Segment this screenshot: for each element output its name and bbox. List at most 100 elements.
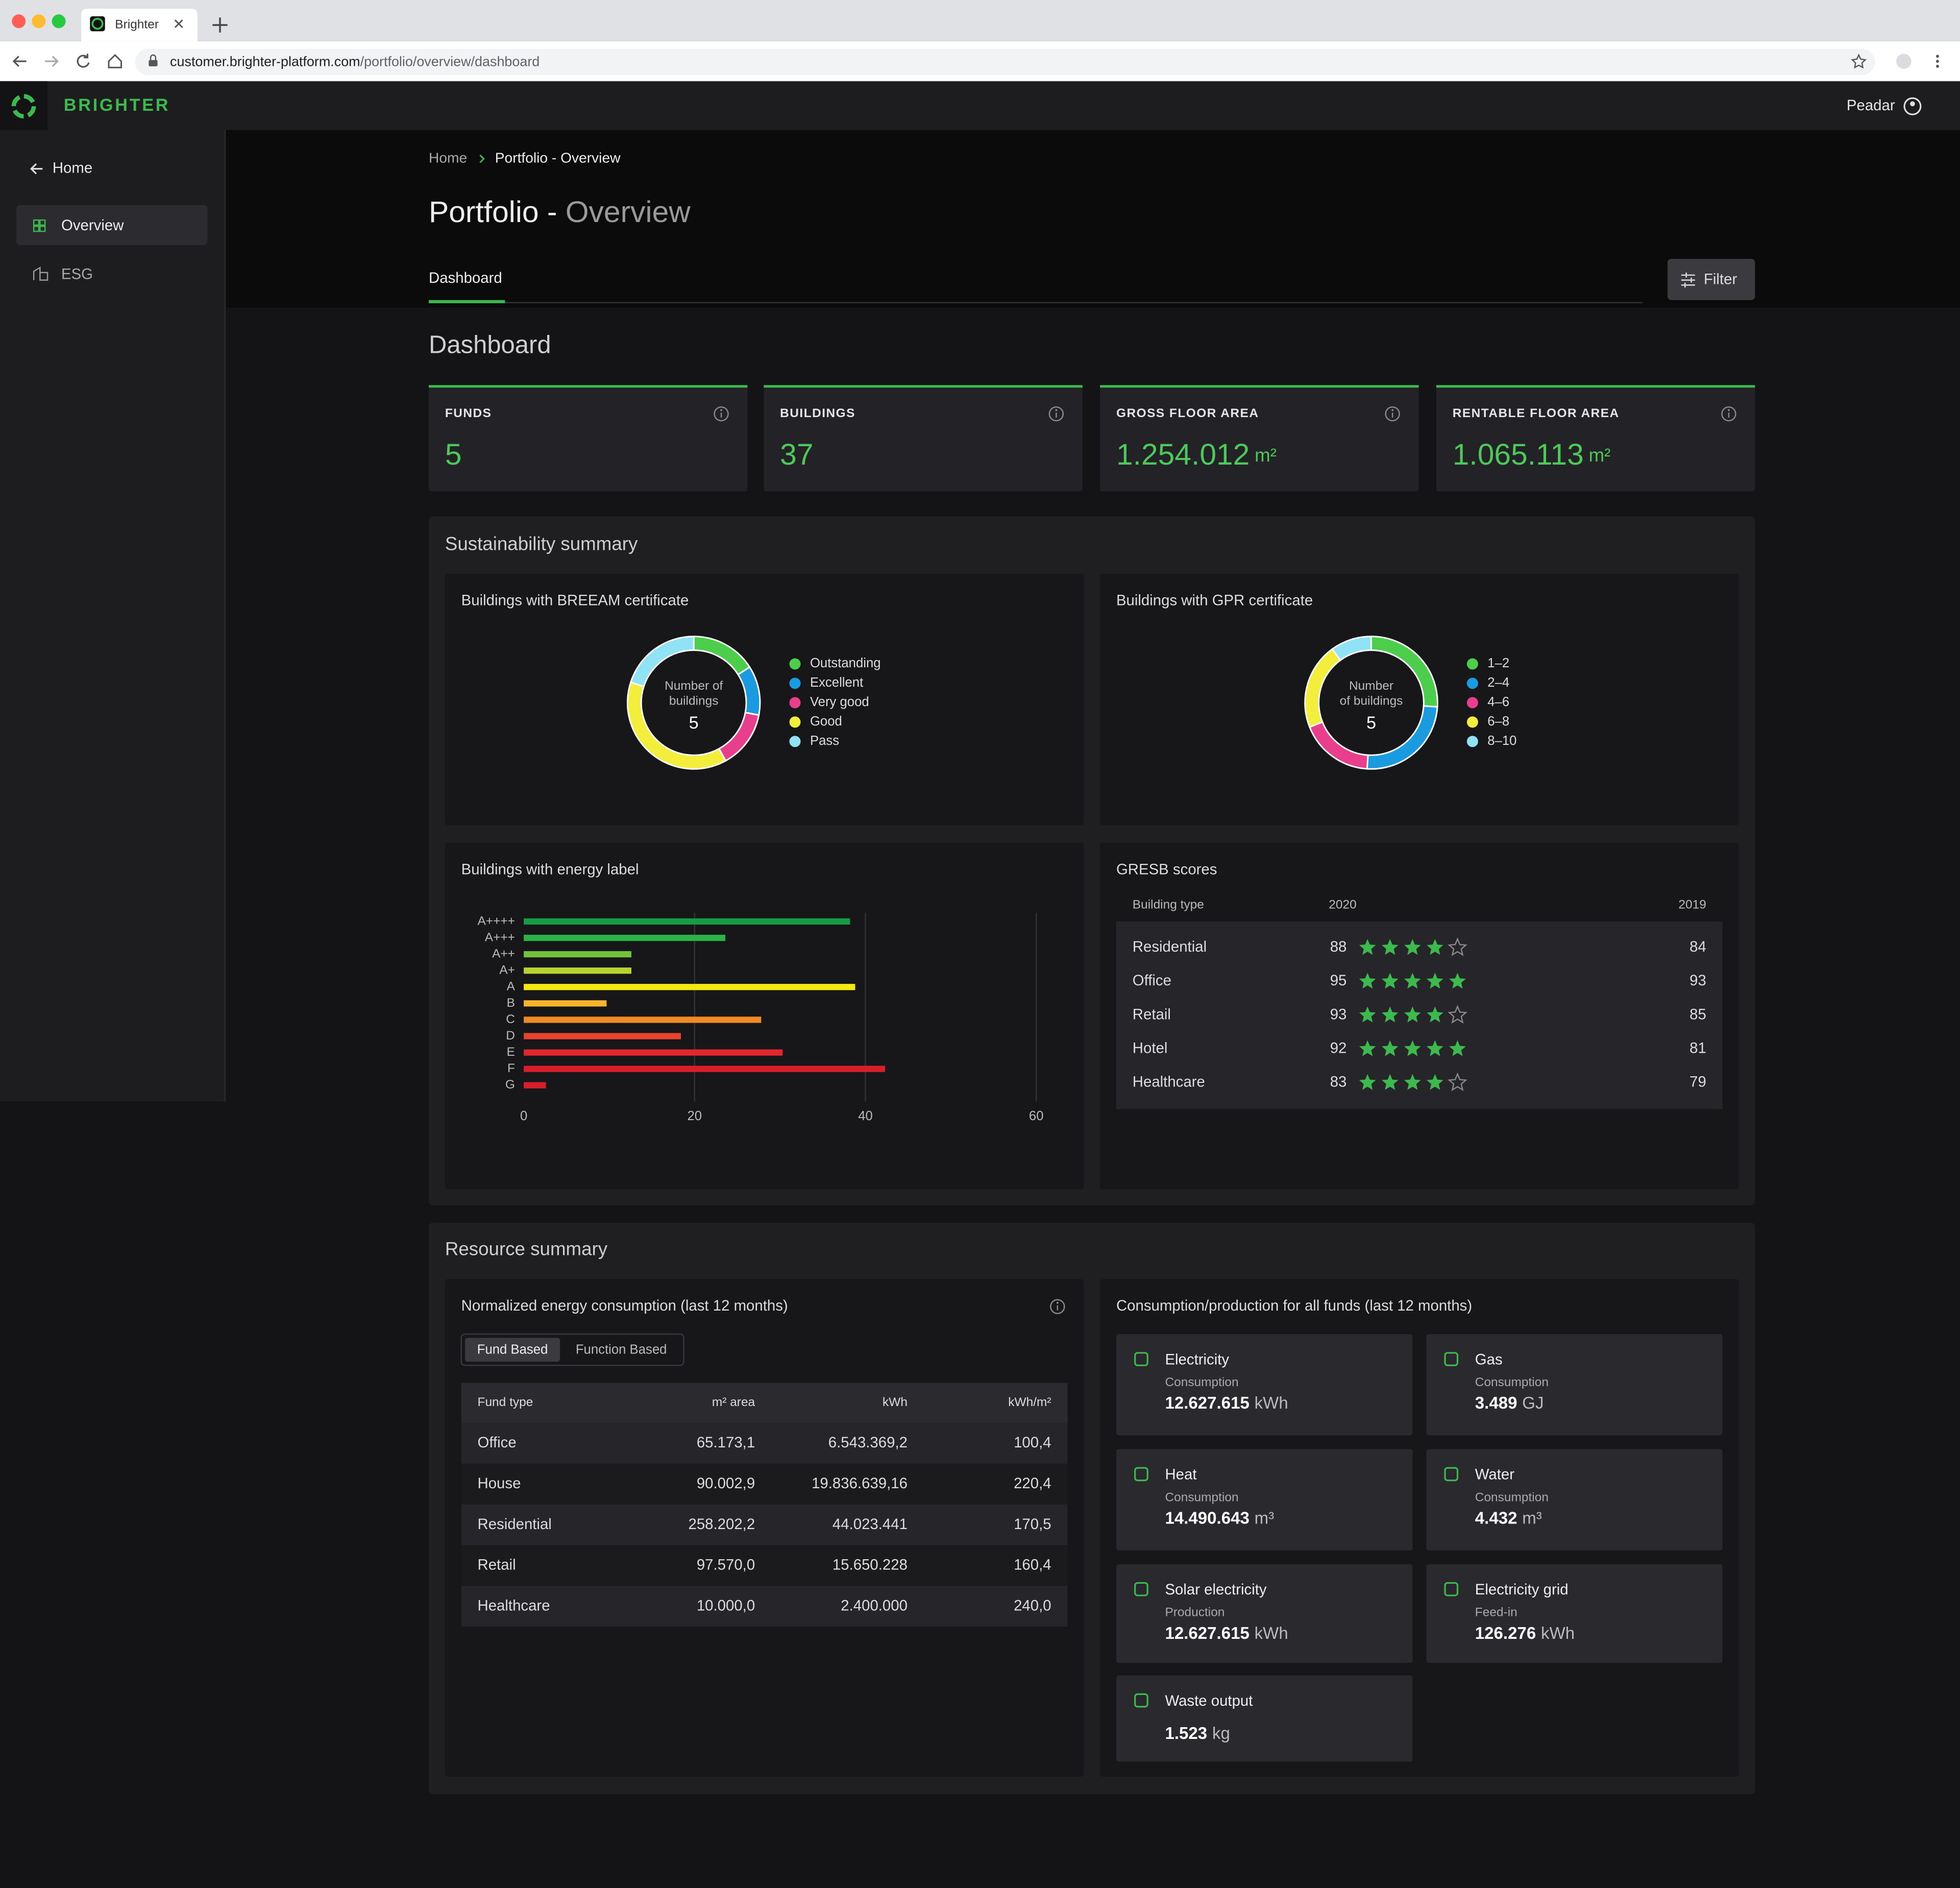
resource-card [1116, 1675, 1413, 1762]
legend-label: Good [810, 714, 842, 729]
sidebar-item[interactable]: Overview [61, 217, 124, 234]
kpi-card [1100, 385, 1419, 492]
donut-center-value: 5 [1366, 713, 1376, 733]
toggle [460, 1333, 684, 1366]
donut-segment [1331, 636, 1372, 662]
kpi: 37 [780, 438, 813, 471]
column-header: 2020 [1329, 898, 1356, 912]
info-icon-dot [1055, 409, 1058, 412]
panel-title: Resource summary [445, 1239, 608, 1260]
y-tick-label: A [507, 980, 516, 994]
score-2019: 93 [1689, 972, 1706, 989]
sidebar-item[interactable]: ESG [61, 266, 93, 283]
menu-dot [1935, 55, 1939, 58]
resource-amount: 1.523 kg [1165, 1724, 1230, 1742]
breadcrumb-current: Portfolio - Overview [495, 150, 621, 165]
y-tick-label: B [507, 996, 515, 1010]
filter-button[interactable] [1667, 258, 1755, 300]
toggle-option[interactable]: Fund Based [477, 1343, 548, 1357]
back-button[interactable] [12, 56, 27, 67]
user-icon[interactable] [1903, 97, 1922, 115]
toggle-option[interactable]: Function Based [576, 1343, 667, 1357]
tab-title: Brighter [115, 17, 159, 31]
info-icon-dot [1391, 409, 1394, 412]
legend-swatch [1466, 736, 1478, 747]
bar [524, 967, 631, 974]
kpi-card [764, 385, 1083, 492]
x-tick-label: 20 [688, 1109, 702, 1123]
resource-value: 14.490.643 [1165, 1509, 1249, 1528]
url-path: /portfolio/overview/dashboard [360, 54, 540, 69]
resource-name: Waste output [1165, 1692, 1253, 1709]
kpi-value: 5 [445, 438, 462, 471]
table-row [461, 1422, 1068, 1464]
star-filled [1359, 1006, 1376, 1023]
resource-card [1426, 1564, 1723, 1663]
profile-icon[interactable] [1896, 54, 1912, 69]
resource-value: 12.627.615 [1165, 1394, 1249, 1413]
resource-name: Electricity [1165, 1351, 1229, 1368]
page-title: Portfolio - Overview [429, 195, 691, 228]
chart-card [445, 574, 1084, 826]
info-icon [1721, 406, 1736, 422]
resource-sub: Consumption [1475, 1375, 1549, 1389]
user-icon-head [1910, 101, 1915, 107]
chart-card [445, 842, 1084, 1189]
resource-card [1116, 1334, 1413, 1436]
star-filled [1404, 1006, 1421, 1023]
sidebar [0, 130, 225, 1102]
resource-unit: kg [1212, 1724, 1230, 1742]
info-icon [1050, 1299, 1065, 1314]
kpi-label: RENTABLE FLOOR AREA [1453, 406, 1620, 420]
y-tick-label: A++ [492, 947, 515, 961]
home-button[interactable] [108, 54, 122, 68]
resource-card [1426, 1334, 1723, 1436]
card-title: Normalized energy consumption (last 12 m… [461, 1297, 788, 1314]
resource-value: 4.432 [1475, 1509, 1517, 1528]
table-cell: 10.000,0 [697, 1597, 755, 1614]
row-label: Retail [1133, 1006, 1171, 1023]
star-rating [1359, 1072, 1467, 1092]
kpi: 1.254.012 m² [1116, 438, 1277, 471]
app-header [0, 81, 1960, 130]
window-control [32, 14, 46, 29]
new-tab[interactable] [212, 17, 228, 33]
star-filled [1381, 1074, 1399, 1090]
star-filled [1359, 973, 1376, 989]
omnibox[interactable] [135, 49, 1875, 75]
info-icon-dot [1727, 409, 1730, 412]
star-filled [1381, 939, 1399, 955]
sidebar-back[interactable]: Home [53, 159, 92, 176]
resource-unit: m³ [1255, 1509, 1275, 1528]
y-tick-label: C [506, 1012, 515, 1026]
star-empty [1448, 1005, 1467, 1024]
resource-amount: 14.490.643 m³ [1165, 1509, 1274, 1528]
tab-label[interactable]: Dashboard [429, 270, 502, 286]
table-cell: 90.002,9 [697, 1475, 755, 1492]
star-filled [1404, 1040, 1421, 1056]
y-tick-label: F [507, 1061, 515, 1075]
star-rating [1359, 937, 1467, 956]
legend-label: 2–4 [1487, 675, 1509, 690]
bar [524, 951, 631, 958]
info-icon-dot [720, 409, 723, 412]
user-name: Peadar [1847, 97, 1895, 114]
tab-close[interactable] [174, 19, 183, 28]
kpi-label: FUNDS [445, 406, 492, 420]
back-arrow [30, 163, 43, 175]
y-tick-label: A+ [499, 963, 515, 977]
tab-indicator [429, 300, 505, 303]
table-cell: 65.173,1 [697, 1434, 755, 1451]
legend-swatch [789, 658, 801, 670]
breadcrumb-link[interactable]: Home [429, 150, 467, 165]
star-filled [1427, 939, 1443, 955]
resource-icon [1134, 1693, 1148, 1708]
resource-icon [1444, 1352, 1459, 1366]
bookmark-star[interactable] [1851, 53, 1867, 69]
star-filled [1381, 973, 1399, 989]
forward-button[interactable] [45, 56, 59, 67]
favicon-ring [91, 17, 104, 30]
kpi-value: 37 [780, 438, 813, 471]
resource-amount: 3.489 GJ [1475, 1394, 1544, 1413]
reload-button[interactable] [77, 54, 90, 68]
